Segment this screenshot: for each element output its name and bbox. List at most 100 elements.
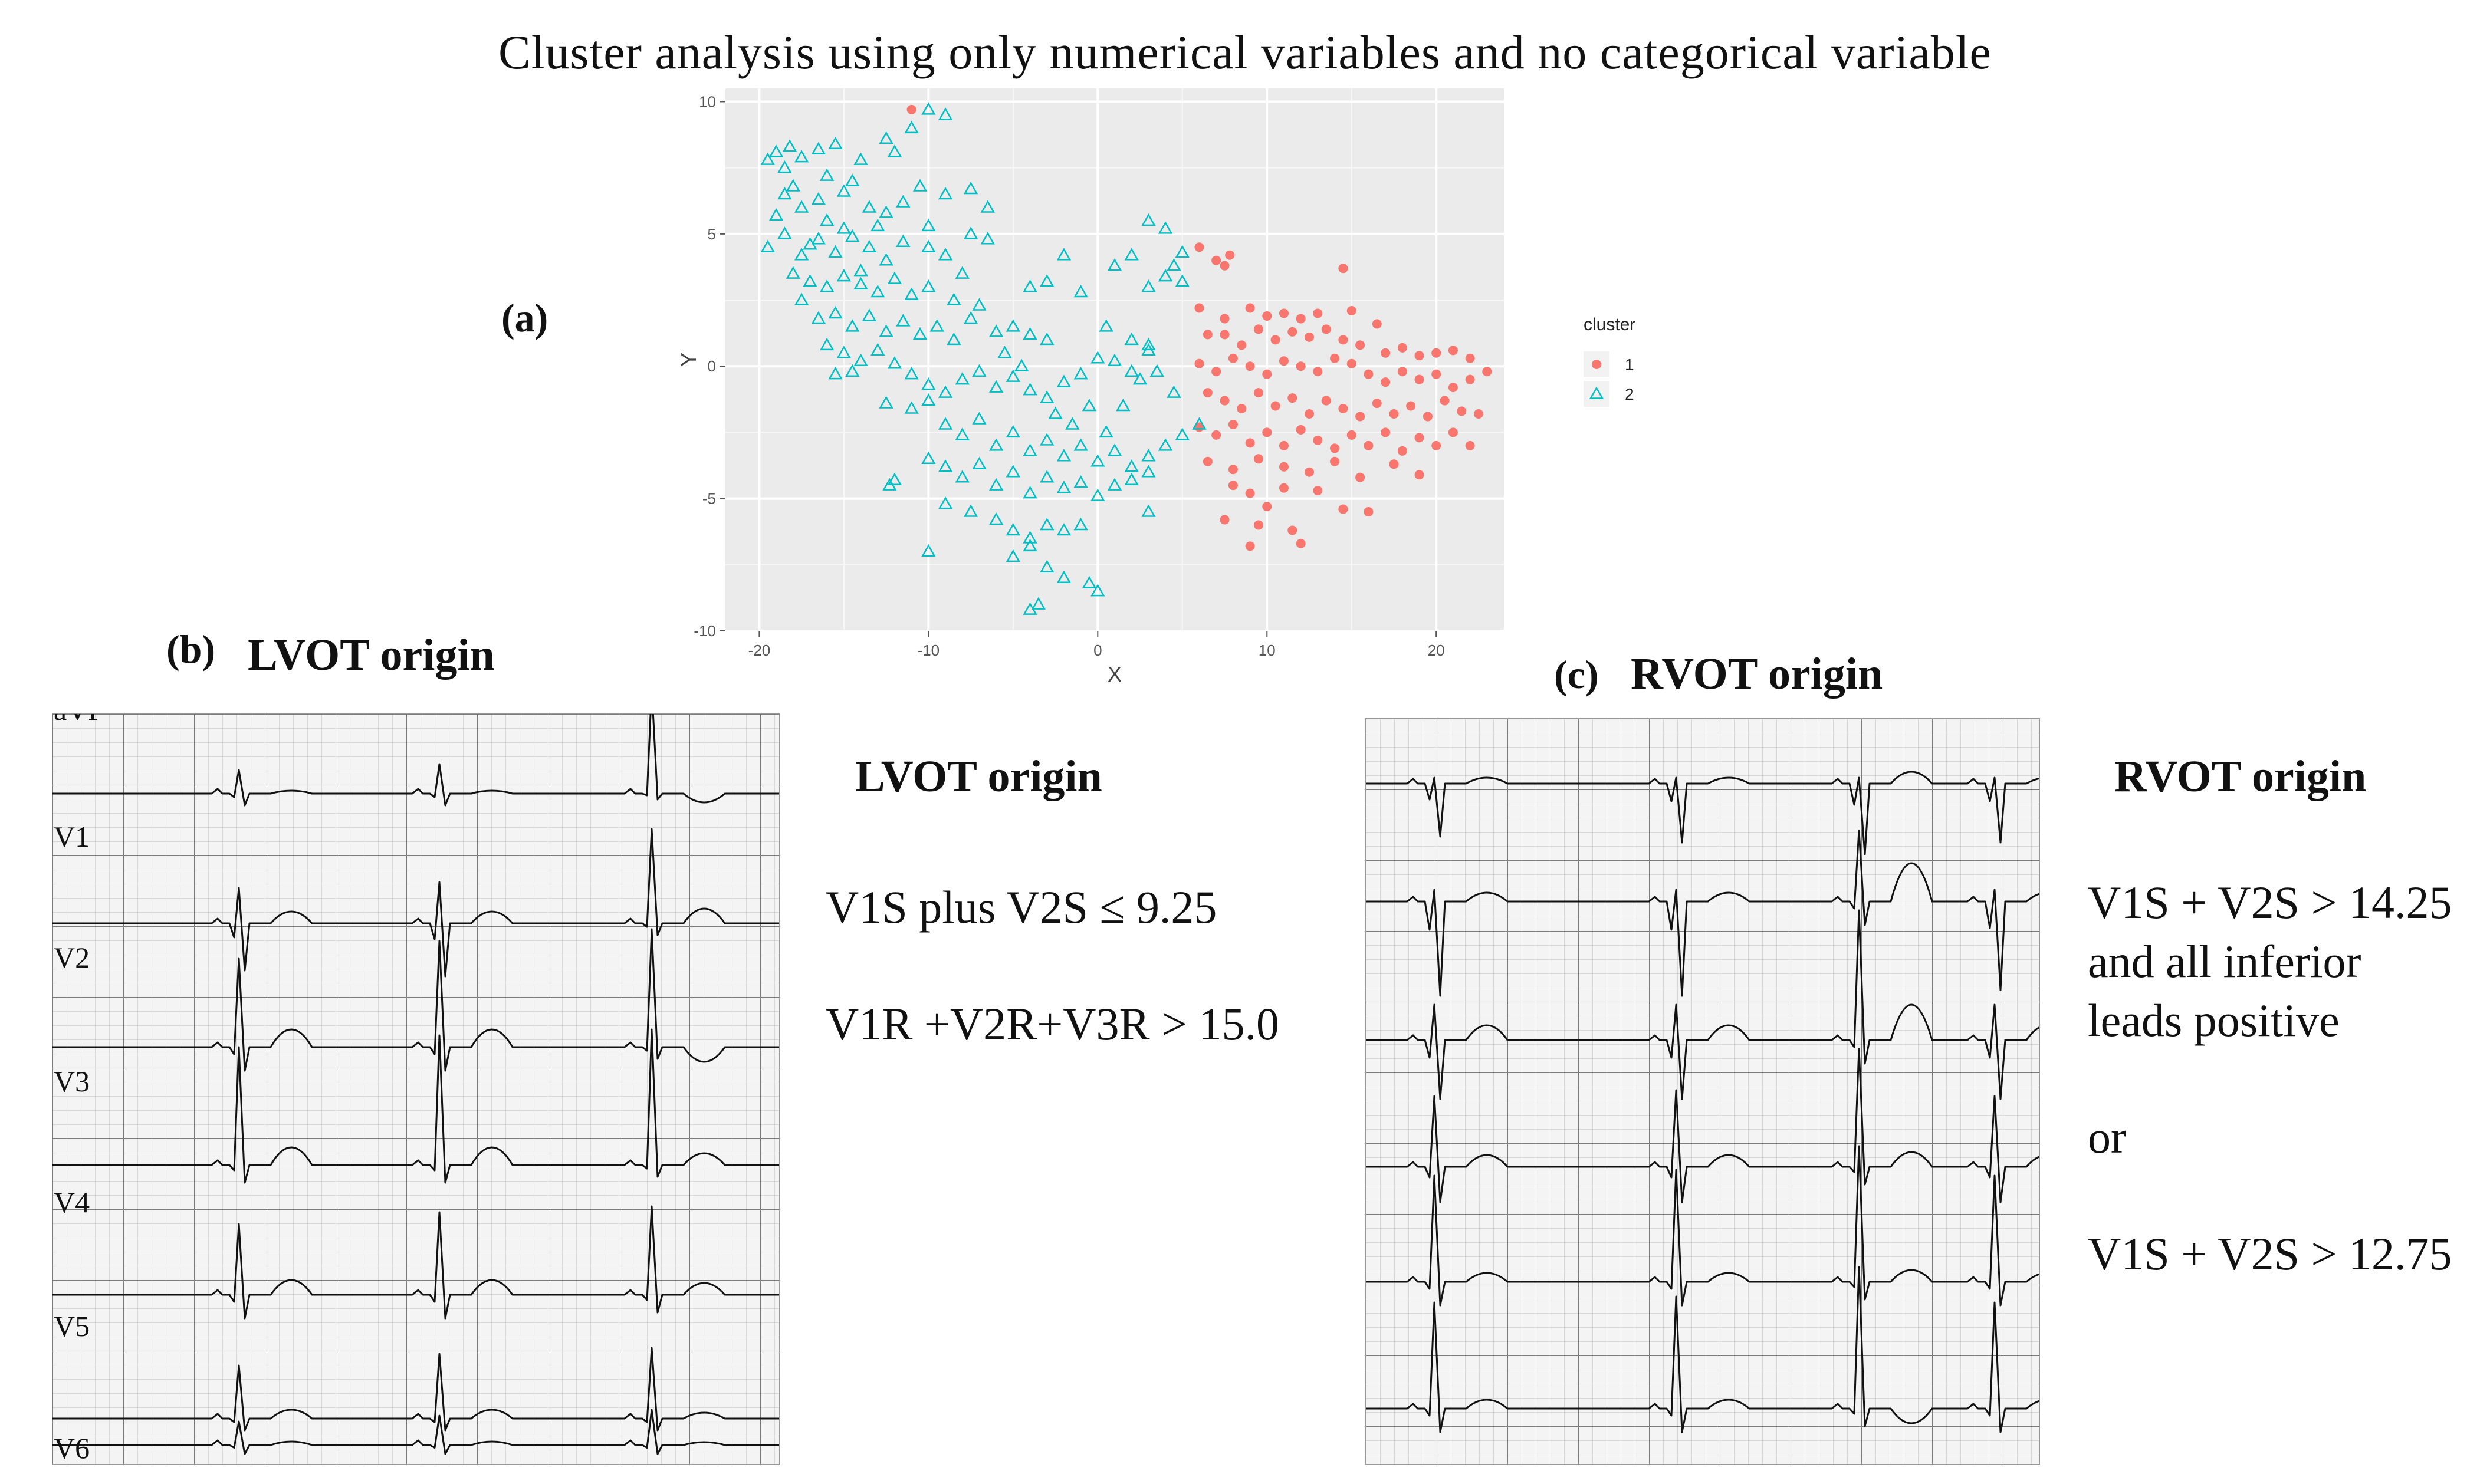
cluster-2-point (1167, 258, 1181, 271)
panel-a-label: (a) (501, 295, 548, 340)
cluster-1-point (1364, 440, 1374, 450)
cluster-2-point (853, 264, 868, 277)
cluster-1-point (1287, 327, 1297, 337)
rvot-criteria-line-4: V1S + V2S > 12.75 (2088, 1228, 2452, 1279)
cluster-1-point (1338, 264, 1348, 274)
legend-key-circle (1592, 360, 1601, 369)
cluster-1-point (1220, 261, 1230, 271)
cluster-2-point (879, 205, 893, 218)
cluster-2-point (1124, 248, 1139, 261)
cluster-2-point (1056, 481, 1072, 493)
lvot-criteria-line-1: V1S plus V2S ≤ 9.25 (826, 881, 1217, 933)
cluster-2-point (845, 173, 860, 186)
cluster-2-point (1006, 549, 1020, 562)
cluster-1-point (1211, 430, 1221, 440)
cluster-1-point (1262, 311, 1272, 321)
rvot-criteria-line-3: leads positive (2088, 995, 2340, 1046)
cluster-1-point (1245, 361, 1255, 371)
cluster-2-point (988, 512, 1004, 525)
cluster-2-point (870, 285, 885, 298)
cluster-2-point (1192, 417, 1207, 430)
x-tick-label: -20 (748, 641, 771, 659)
cluster-1-point (1381, 348, 1391, 358)
cluster-2-point (794, 248, 809, 261)
cluster-2-point (803, 237, 817, 250)
cluster-1-point (1296, 361, 1306, 371)
cluster-1-point (1397, 343, 1407, 353)
cluster-2-point (1090, 488, 1105, 501)
cluster-1-point (1355, 412, 1365, 422)
cluster-2-point (921, 377, 936, 390)
cluster-2-point (1124, 459, 1139, 472)
cluster-2-point (938, 186, 953, 200)
cluster-2-point (972, 298, 987, 311)
cluster-2-point (1040, 390, 1055, 403)
cluster-2-point (1056, 570, 1072, 583)
cluster-2-point (1056, 248, 1072, 261)
cluster-2-point (760, 152, 775, 165)
ecg-lvot-traces (52, 714, 779, 1455)
cluster-2-point (1006, 425, 1020, 438)
cluster-1-point (906, 104, 916, 114)
cluster-2-point (1175, 427, 1190, 440)
cluster-2-point (921, 279, 936, 292)
cluster-2-point (1090, 351, 1105, 364)
cluster-1-point (1346, 430, 1356, 440)
cluster-1-point (1465, 374, 1475, 384)
cluster-1-point (1305, 467, 1314, 477)
y-axis-label: Y (676, 353, 701, 367)
cluster-2-point (1158, 269, 1173, 282)
cluster-2-point (1023, 383, 1037, 396)
cluster-2-point (904, 120, 919, 134)
panel-c-label: (c) (1554, 652, 1599, 697)
cluster-1-point (1270, 401, 1280, 411)
y-tick-label: 5 (708, 225, 716, 243)
y-tick-label: -10 (694, 622, 716, 640)
cluster-1-point (1440, 396, 1450, 406)
cluster-1-point (1381, 377, 1391, 387)
cluster-1-point (1397, 367, 1407, 377)
cluster-2-point (921, 544, 936, 557)
cluster-1-point (1482, 367, 1492, 377)
cluster-2-point (786, 179, 800, 192)
cluster-1-point (1423, 412, 1433, 422)
cluster-2-point (980, 232, 995, 245)
cluster-1-point (1245, 303, 1255, 313)
cluster-1-point (1313, 367, 1323, 377)
cluster-2-point (768, 208, 784, 221)
plot-axis-ticks: -20 -10 0 10 20 -10 -5 0 5 10 (694, 93, 1444, 659)
cluster-2-point (921, 451, 936, 465)
cluster-2-point (1040, 433, 1055, 446)
figure-title: Cluster analysis using only numerical va… (498, 25, 1992, 79)
cluster-1-point (1448, 346, 1458, 356)
cluster-2-point (997, 346, 1012, 358)
x-tick-label: 0 (1093, 641, 1102, 659)
cluster-1-point (1253, 388, 1263, 398)
cluster-2-point (820, 279, 835, 292)
cluster-2-point (921, 102, 936, 115)
cluster-1-point (1296, 314, 1306, 324)
cluster-1-point (1270, 335, 1280, 345)
cluster-2-point (879, 324, 893, 337)
cluster-1-point (1473, 409, 1483, 419)
cluster-2-point (853, 353, 868, 366)
cluster-2-point (1107, 353, 1122, 366)
cluster-2-point (845, 319, 860, 332)
cluster-1-point (1305, 332, 1314, 342)
legend-entry-label: 2 (1625, 385, 1634, 403)
lvot-criteria-heading: LVOT origin (855, 752, 1102, 801)
cluster-2-point (938, 107, 953, 120)
cluster-1-point (1279, 440, 1289, 450)
cluster-2-point (862, 308, 877, 321)
cluster-2-point (862, 200, 877, 213)
x-tick-label: -10 (918, 641, 940, 659)
ecg-trace (52, 714, 779, 807)
cluster-2-point (980, 200, 995, 213)
cluster-1-point (1287, 525, 1297, 535)
cluster-2-point (955, 427, 970, 440)
plot-grid (725, 88, 1504, 632)
cluster-2-point (811, 142, 826, 154)
cluster-1-point (1279, 483, 1289, 493)
cluster-2-point (1082, 399, 1097, 412)
cluster-1-point (1262, 427, 1272, 437)
